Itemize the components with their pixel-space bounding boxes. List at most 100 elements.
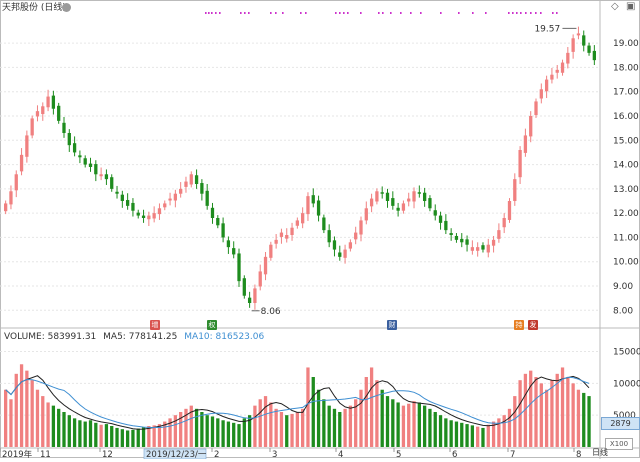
stock-name: 天邦股份: [2, 3, 39, 13]
volume-bar: [41, 396, 45, 447]
volume-bar: [30, 380, 34, 447]
period-label: (日线): [40, 3, 66, 13]
candle-body: [497, 230, 501, 239]
volume-bar: [173, 415, 178, 447]
volume-bar: [454, 421, 459, 447]
volume-bar: [274, 408, 278, 447]
diamond-icon[interactable]: ◇: [611, 1, 619, 12]
event-marker: [458, 12, 460, 14]
maximize-icon[interactable]: ▣: [626, 1, 636, 12]
event-marker: [512, 12, 514, 14]
candle-body: [205, 190, 209, 206]
price-tick-label: 9.00: [613, 282, 633, 292]
candle-body: [587, 45, 591, 53]
date-tick-label: 5: [396, 450, 401, 459]
volume-bar: [35, 389, 40, 447]
candle-body: [566, 52, 570, 64]
volume-bar: [491, 421, 496, 447]
volume-bar: [587, 396, 591, 447]
volume-bar: [88, 420, 93, 447]
event-tag-issue[interactable]: 发: [528, 320, 538, 330]
volume-bar: [539, 383, 543, 447]
volume-bar: [523, 373, 528, 447]
close-icon[interactable]: [62, 3, 71, 12]
volume-bar: [263, 396, 268, 447]
candle-body: [147, 215, 151, 220]
period-button[interactable]: 日线: [592, 448, 608, 457]
candle-body: [560, 62, 565, 73]
price-tick-label: 12.00: [613, 209, 639, 219]
volume-bar: [396, 402, 400, 447]
candle-body: [417, 192, 421, 194]
volume-bar: [136, 428, 140, 447]
volume-bar: [438, 415, 443, 447]
candle-body: [555, 69, 559, 73]
candle-body: [88, 163, 93, 167]
candle-body: [385, 192, 390, 201]
candle-body: [290, 227, 294, 235]
candle-body: [391, 198, 395, 206]
candle-body: [274, 239, 278, 244]
volume-bar: [513, 396, 517, 447]
candle-body: [35, 111, 40, 117]
volume-bar: [470, 425, 475, 447]
volume-bar: [19, 364, 24, 447]
volume-bar: [152, 425, 156, 447]
price-tick-label: 8.00: [613, 306, 633, 316]
candle-body: [279, 232, 284, 237]
event-tag-right[interactable]: 权: [207, 320, 217, 330]
candle-body: [99, 174, 103, 177]
event-marker: [440, 12, 442, 14]
date-tick-label: 3: [272, 450, 277, 459]
candle-body: [232, 248, 236, 255]
volume-bar: [157, 424, 162, 447]
volume-bar: [544, 389, 549, 447]
volume-label: VOLUME:: [4, 332, 45, 342]
candle-body: [226, 240, 231, 248]
candle-body: [295, 220, 299, 226]
date-tick-label: 12: [102, 450, 113, 459]
volume-bar: [316, 389, 321, 447]
candle-body: [25, 135, 29, 157]
event-marker: [360, 12, 362, 14]
candle-body: [343, 249, 347, 258]
volume-bar: [205, 415, 209, 447]
price-tick-label: 14.00: [613, 161, 639, 171]
volume-bar: [444, 418, 448, 447]
volume-bar: [253, 405, 257, 447]
candle-body: [428, 198, 432, 209]
candle-body: [120, 194, 124, 201]
volume-bar: [550, 380, 554, 447]
ma10-value: 816523.06: [215, 332, 265, 342]
event-marker: [208, 12, 210, 14]
volume-bar: [502, 415, 506, 447]
volume-bar: [57, 408, 61, 447]
volume-bar: [168, 418, 172, 447]
volume-bar: [518, 380, 522, 447]
event-tag-add[interactable]: 增: [150, 320, 160, 330]
volume-bar: [566, 377, 570, 447]
event-marker: [300, 12, 302, 14]
price-tick-label: 10.00: [613, 258, 639, 268]
volume-bar: [338, 412, 342, 447]
candle-body: [210, 207, 215, 218]
volume-bar: [417, 402, 421, 447]
candle-body: [221, 223, 225, 238]
volume-bar: [481, 427, 485, 447]
volume-value: 583991.31: [47, 332, 97, 342]
ma10-line: [5, 376, 590, 428]
candle-body: [476, 247, 480, 251]
chart-header: 天邦股份 (日线): [2, 1, 66, 15]
volume-bar: [385, 396, 390, 447]
candle-body: [216, 218, 220, 226]
volume-bar: [428, 408, 432, 447]
event-marker: [516, 12, 518, 14]
volume-bar: [571, 383, 575, 447]
event-marker: [240, 12, 242, 14]
event-tag-hold[interactable]: 持: [514, 320, 524, 330]
event-tag-finance[interactable]: 财: [387, 320, 397, 330]
ma5-line: [5, 375, 590, 430]
candle-body: [571, 38, 575, 52]
